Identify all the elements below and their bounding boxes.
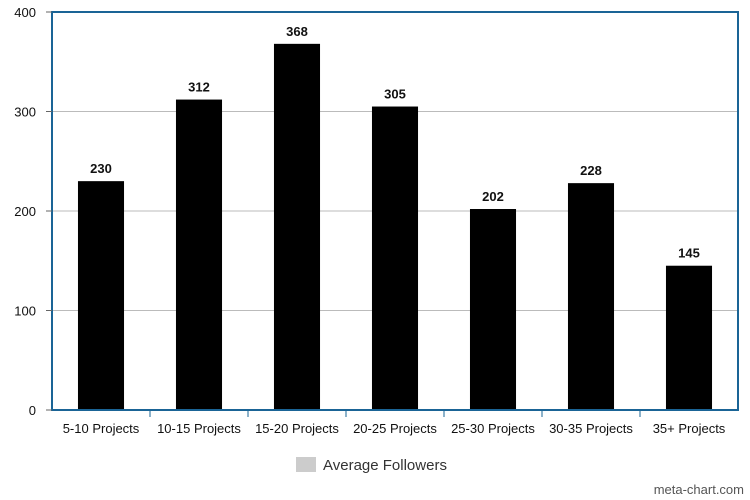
legend-label[interactable]: Average Followers bbox=[323, 457, 447, 474]
bar bbox=[665, 265, 713, 410]
x-axis-ticks: 5-10 Projects 10-15 Projects 15-20 Project… bbox=[63, 410, 726, 436]
x-tick-label: 35+ Projects bbox=[653, 421, 726, 436]
y-tick-label: 0 bbox=[29, 403, 36, 418]
x-tick-label: 10-15 Projects bbox=[157, 421, 241, 436]
data-label: 305 bbox=[384, 87, 406, 102]
y-axis-ticks: 0 100 200 300 400 bbox=[14, 5, 52, 418]
legend[interactable]: Average Followers bbox=[296, 457, 447, 474]
data-labels: 230 312 368 305 202 228 145 bbox=[90, 24, 700, 261]
bar bbox=[567, 183, 615, 410]
data-label: 145 bbox=[678, 246, 700, 261]
y-tick-label: 400 bbox=[14, 5, 36, 20]
y-tick-label: 100 bbox=[14, 304, 36, 319]
bar bbox=[175, 99, 223, 410]
data-label: 202 bbox=[482, 189, 504, 204]
bar bbox=[469, 209, 517, 410]
x-tick-label: 20-25 Projects bbox=[353, 421, 437, 436]
y-tick-label: 200 bbox=[14, 204, 36, 219]
bar bbox=[273, 43, 321, 411]
x-tick-label: 25-30 Projects bbox=[451, 421, 535, 436]
legend-swatch[interactable] bbox=[296, 457, 316, 472]
data-label: 312 bbox=[188, 80, 210, 95]
x-tick-label: 15-20 Projects bbox=[255, 421, 339, 436]
data-label: 230 bbox=[90, 161, 112, 176]
y-tick-label: 300 bbox=[14, 105, 36, 120]
bar bbox=[371, 106, 419, 411]
x-tick-label: 30-35 Projects bbox=[549, 421, 633, 436]
x-tick-label: 5-10 Projects bbox=[63, 421, 140, 436]
data-label: 228 bbox=[580, 163, 602, 178]
bar bbox=[77, 181, 125, 410]
bars bbox=[77, 43, 713, 411]
data-label: 368 bbox=[286, 24, 308, 39]
watermark: meta-chart.com bbox=[654, 482, 744, 497]
